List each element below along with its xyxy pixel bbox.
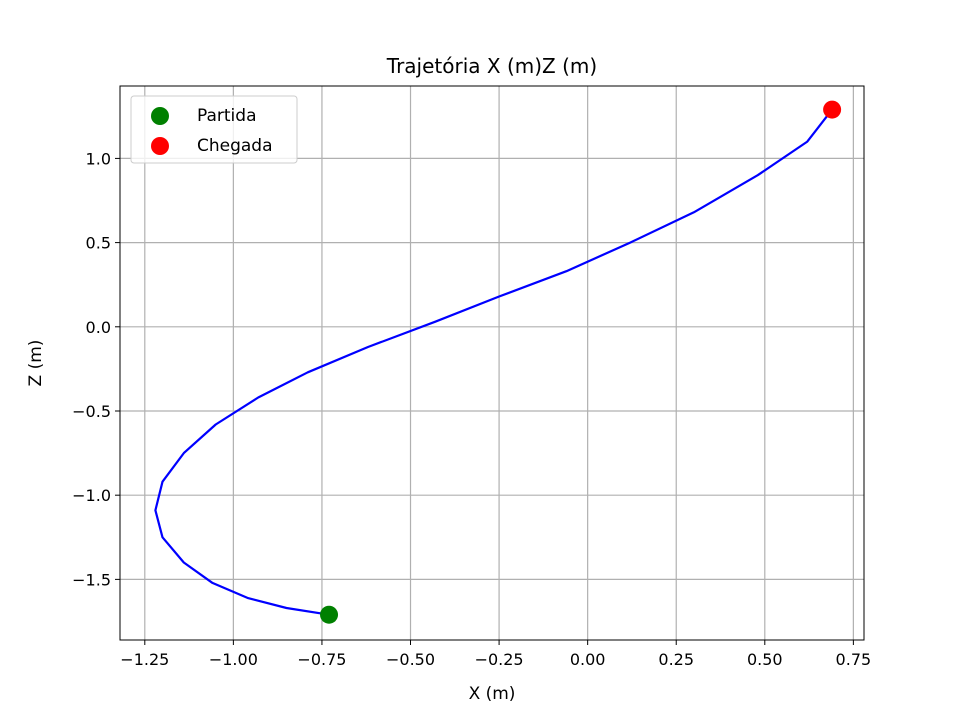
legend-marker-chegada <box>151 137 169 155</box>
legend-box <box>130 95 298 164</box>
legend-label-partida: Partida <box>197 106 257 126</box>
legend-marker-partida <box>151 107 169 125</box>
plot-series <box>154 100 842 624</box>
x-tick-label: −1.00 <box>209 650 258 669</box>
x-tick-label: 0.50 <box>747 650 783 669</box>
x-axis-label: X (m) <box>469 684 516 704</box>
chart-title: Trajetória X (m)Z (m) <box>386 54 597 78</box>
y-tick-label: −1.5 <box>72 570 111 589</box>
x-tick-label: −0.25 <box>475 650 524 669</box>
legend: Partida Chegada <box>130 95 298 164</box>
grid <box>120 86 864 640</box>
y-tick-label: 1.0 <box>86 149 111 168</box>
y-tick-label: −1.0 <box>72 486 111 505</box>
x-tick-label: −1.25 <box>120 650 169 669</box>
plot-frame <box>119 85 865 641</box>
x-tick-label: 0.00 <box>570 650 606 669</box>
axis-ticks: −1.25 −1.00 −0.75 −0.50 −0.25 0.00 0.25 0.50 0.7… <box>72 149 871 669</box>
y-tick-label: 0.5 <box>86 234 111 253</box>
x-tick-label: 0.25 <box>658 650 694 669</box>
x-tick-label: −0.75 <box>297 650 346 669</box>
y-tick-label: −0.5 <box>72 402 111 421</box>
y-axis-label: Z (m) <box>26 340 46 387</box>
legend-label-chegada: Chegada <box>197 136 273 156</box>
x-tick-label: 0.75 <box>836 650 872 669</box>
trajectory-line <box>154 108 833 616</box>
chegada-point <box>823 100 842 119</box>
partida-point <box>320 605 339 624</box>
x-tick-label: −0.50 <box>386 650 435 669</box>
y-tick-label: 0.0 <box>86 318 111 337</box>
